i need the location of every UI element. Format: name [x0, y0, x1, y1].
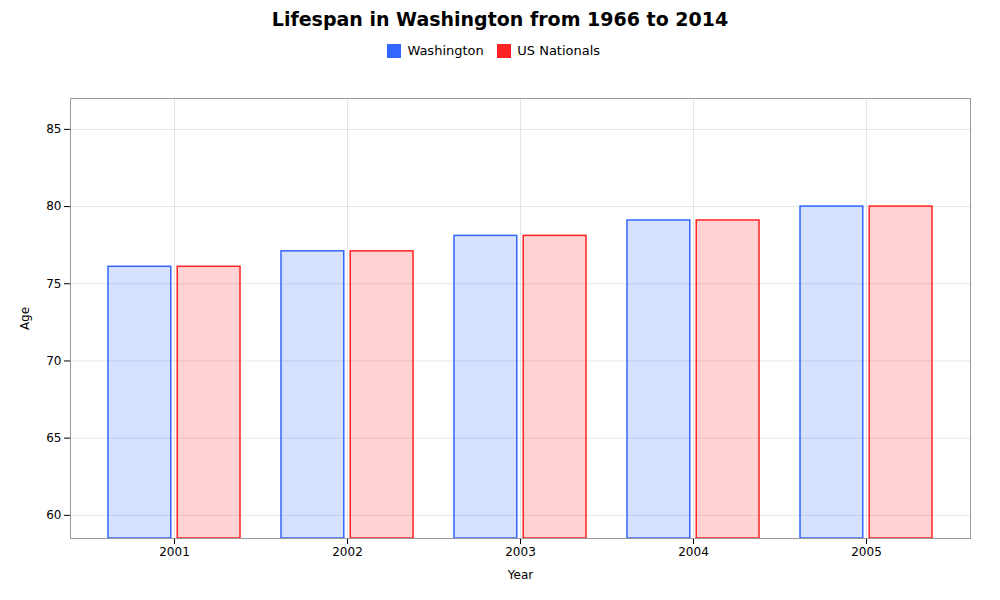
svg-text:2001: 2001: [159, 545, 190, 559]
svg-text:2003: 2003: [505, 545, 536, 559]
html-text:Lifespan in Washington from 19: Lifespan in Washington from 1966 to 2014: [271, 8, 729, 30]
svg-text:2005: 2005: [851, 545, 882, 559]
svg-text:2004: 2004: [678, 545, 709, 559]
html-text:US Nationals: US Nationals: [517, 43, 601, 58]
svg-text:2002: 2002: [332, 545, 363, 559]
svg-text:70: 70: [46, 353, 61, 367]
svg-text:85: 85: [46, 122, 61, 136]
html-text:Washington: Washington: [407, 43, 484, 58]
svg-text:75: 75: [46, 276, 61, 290]
svg-text:65: 65: [46, 430, 61, 444]
svg-text:Year: Year: [507, 567, 533, 581]
svg-text:60: 60: [46, 508, 61, 522]
svg-text:Age: Age: [18, 306, 32, 329]
svg-text:80: 80: [46, 199, 61, 213]
